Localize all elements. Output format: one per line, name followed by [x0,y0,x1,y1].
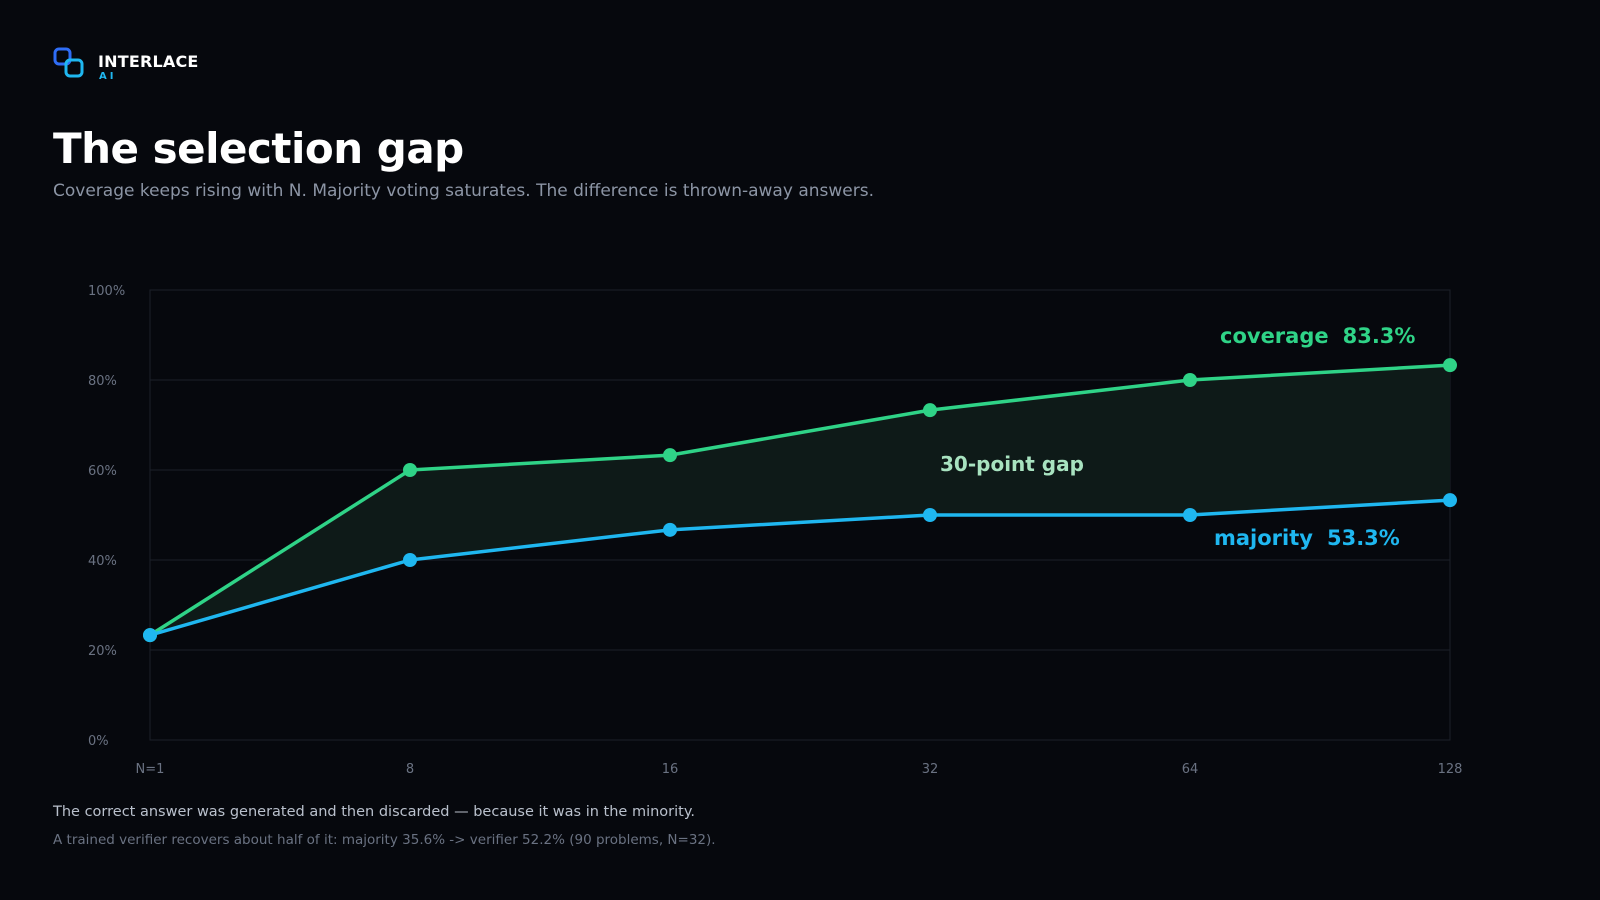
coverage-point [923,403,937,418]
brand: INTERLACE AI [53,47,253,82]
coverage-end-label-name: coverage [1220,324,1329,348]
coverage-point [403,463,417,477]
coverage-end-label-value: 83.3% [1343,324,1416,348]
x-tick-label: 64 [1182,762,1199,777]
majority-point [923,508,937,522]
majority-line [148,498,1452,637]
footer-note-text: A trained verifier recovers about half o… [53,832,716,848]
majority-point [403,553,417,567]
series-points-layer [143,358,1457,643]
coverage-end-label: coverage 83.3% [1220,324,1415,348]
y-tick-label: 60% [88,464,117,479]
majority-end-label-name: majority [1214,526,1313,550]
page-title: The selection gap [53,124,464,173]
gap-fill-layer [150,365,1450,636]
page-subtitle: Coverage keeps rising with N. Majority v… [53,181,874,201]
majority-end-label-value: 53.3% [1327,526,1400,550]
majority-point [1183,508,1197,522]
series-lines-layer [148,363,1452,637]
majority-point [143,628,157,643]
majority-point [1443,493,1457,508]
y-tick-label: 20% [88,644,117,659]
gap-annotation: 30-point gap [940,452,1084,476]
gap-area [150,365,1450,636]
x-tick-label: 32 [922,762,939,777]
y-tick-label: 0% [88,734,109,749]
y-tick-label: 100% [88,284,125,299]
interlace-logo-icon [53,47,84,78]
brand-name: INTERLACE [98,52,199,71]
brand-subtitle: AI [99,71,117,82]
x-tick-label: N=1 [136,762,165,777]
footer-main-text: The correct answer was generated and the… [53,804,695,820]
coverage-point [1183,373,1197,387]
y-tick-label: 80% [88,374,117,389]
labels-layer: coverage 83.3% majority 53.3% 30-point gap [940,324,1415,550]
x-tick-label: 8 [406,762,414,777]
majority-point [663,522,677,537]
y-tick-label: 40% [88,554,117,569]
majority-end-label: majority 53.3% [1214,526,1400,550]
grid-layer: 0% 20% 40% 60% 80% 100% N=1 8 16 32 64 128 [88,284,1462,777]
x-tick-label: 16 [662,762,679,777]
coverage-point [663,448,677,463]
coverage-point [1443,358,1457,373]
coverage-line [148,363,1452,637]
x-tick-label: 128 [1438,762,1463,777]
